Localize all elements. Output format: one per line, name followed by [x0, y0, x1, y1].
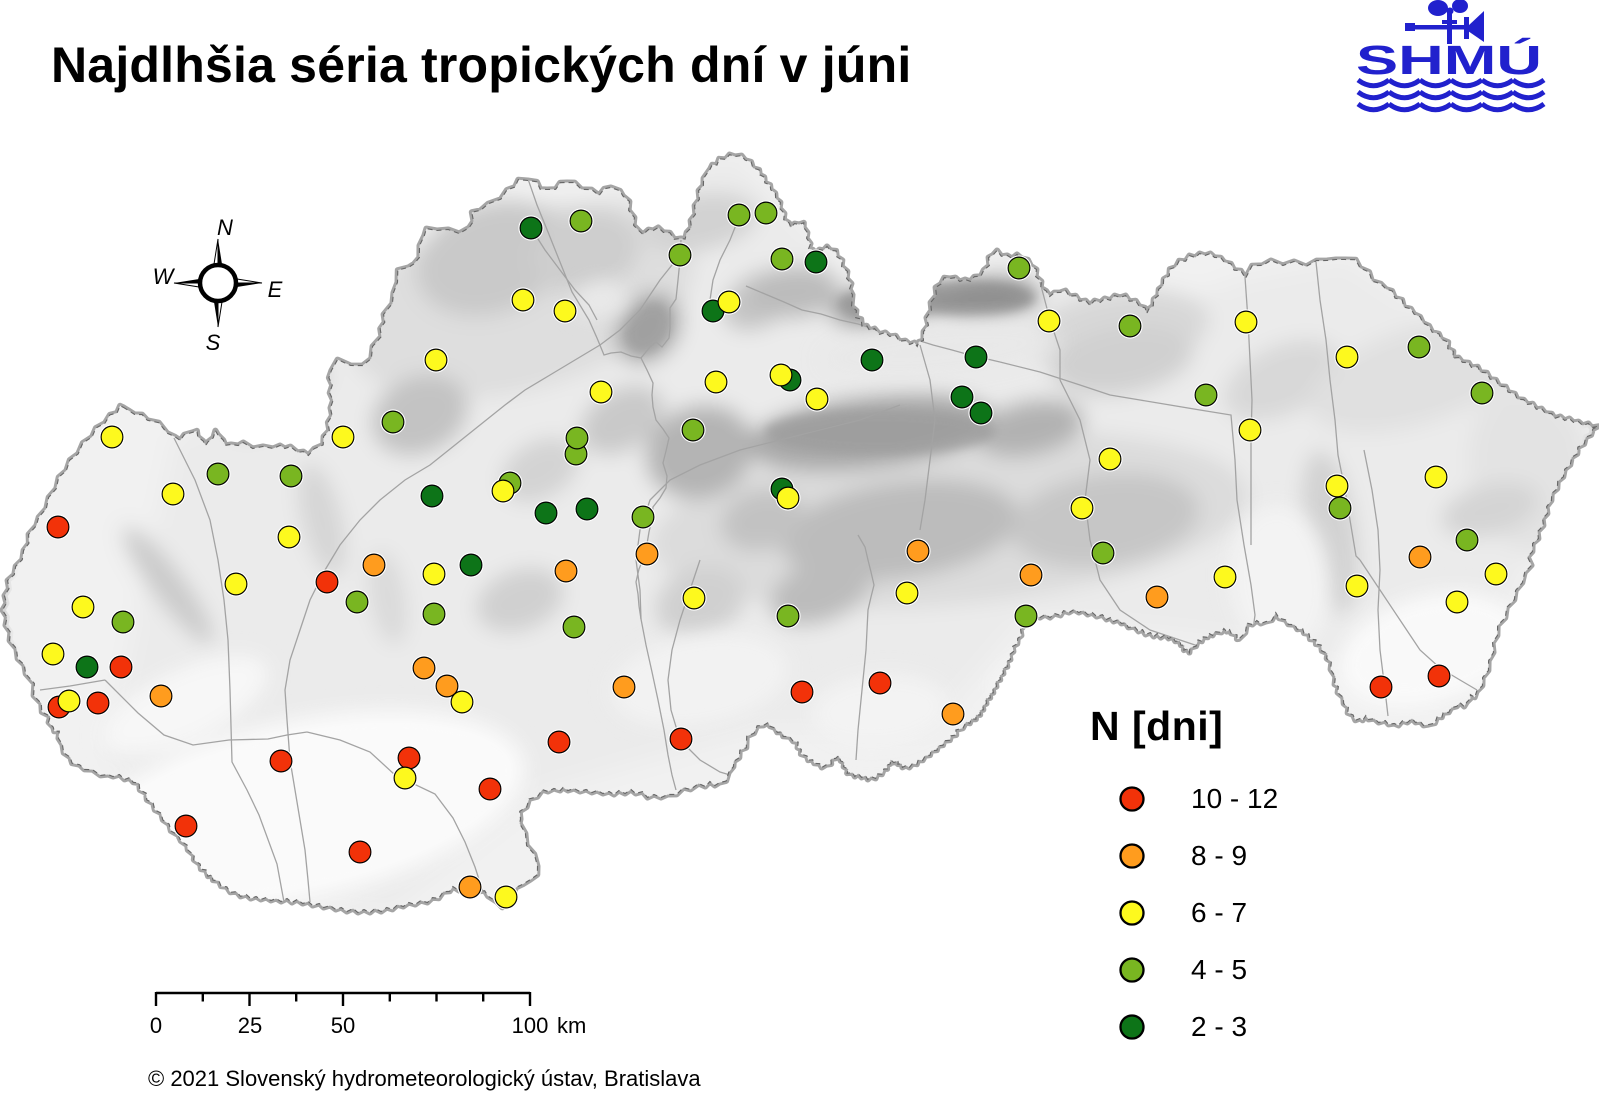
- svg-text:8 - 9: 8 - 9: [1191, 840, 1247, 871]
- svg-text:6 - 7: 6 - 7: [1191, 897, 1247, 928]
- svg-text:S: S: [206, 330, 221, 355]
- svg-text:25: 25: [238, 1013, 262, 1038]
- svg-text:2 - 3: 2 - 3: [1191, 1011, 1247, 1042]
- svg-text:N: N: [217, 215, 233, 240]
- svg-text:4 - 5: 4 - 5: [1191, 954, 1247, 985]
- svg-text:100: 100: [512, 1013, 549, 1038]
- svg-text:N [dni]: N [dni]: [1090, 703, 1223, 749]
- svg-text:W: W: [153, 264, 176, 289]
- svg-text:© 2021 Slovenský hydrometeorol: © 2021 Slovenský hydrometeorologický úst…: [148, 1066, 701, 1091]
- svg-text:SHMÚ: SHMÚ: [1356, 37, 1542, 83]
- svg-text:10 - 12: 10 - 12: [1191, 783, 1278, 814]
- svg-text:50: 50: [331, 1013, 355, 1038]
- svg-text:km: km: [557, 1013, 586, 1038]
- svg-text:0: 0: [150, 1013, 162, 1038]
- svg-text:E: E: [268, 277, 283, 302]
